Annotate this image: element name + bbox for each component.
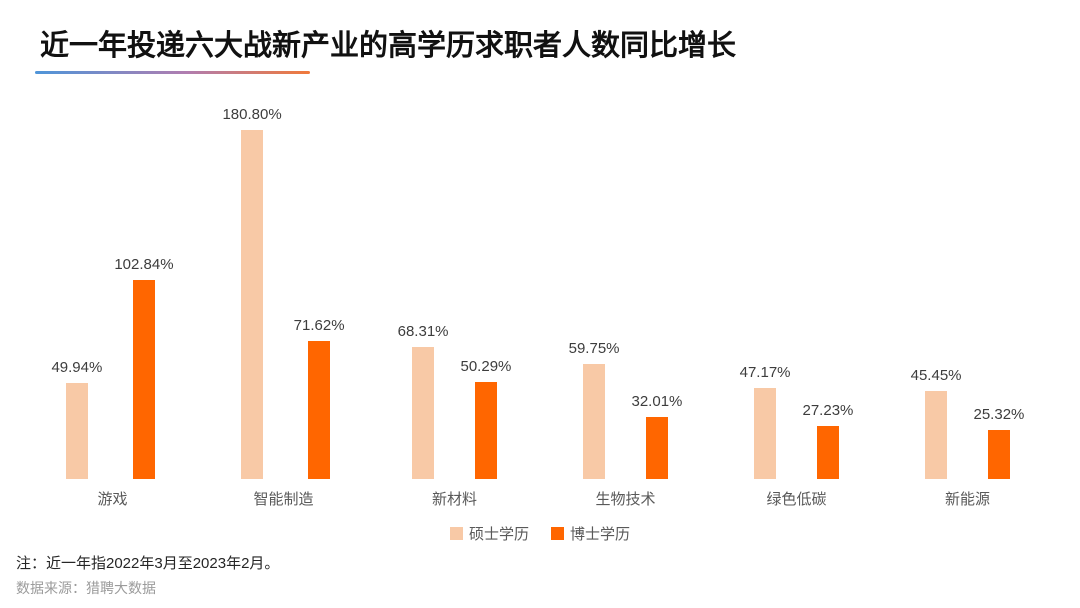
bar-value-label: 32.01% [631,393,683,410]
legend-label: 硕士学历 [468,526,529,543]
bar [987,430,1010,479]
bar-value-label: 68.31% [397,323,449,340]
bar-pair: 47.17% 27.23% [740,100,854,479]
bar-group: 180.80% 71.62% 智能制造 [198,100,369,509]
bar-item: 25.32% [973,406,1025,479]
footnote: 注：近一年指2022年3月至2023年2月。 [16,555,280,572]
bar-item: 32.01% [631,393,683,479]
bar-value-label: 49.94% [51,359,103,376]
legend-swatch-icon [449,527,463,540]
category-label: 新材料 [431,491,477,508]
bar-item: 180.80% [222,106,282,479]
bar [754,388,777,479]
bar-item: 47.17% [740,364,791,479]
bar-item: 49.94% [51,359,102,479]
bar-group: 49.94% 102.84% 游戏 [27,100,198,509]
title-underline [35,71,310,74]
category-label: 游戏 [97,491,128,508]
bar-pair: 49.94% 102.84% [51,100,174,479]
bar-group: 59.75% 32.01% 生物技术 [540,100,711,509]
bar-item: 71.62% [294,317,345,479]
bar-item: 45.45% [911,367,962,479]
bar-item: 27.23% [802,402,854,479]
bar-value-label: 27.23% [802,402,854,419]
bar-item: 50.29% [460,358,512,479]
category-label: 生物技术 [595,491,656,508]
bar [412,347,435,479]
bar-group: 68.31% 50.29% 新材料 [369,100,540,509]
bar-pair: 59.75% 32.01% [569,100,683,479]
bar [816,426,839,479]
bar [583,364,606,479]
bar [925,391,948,479]
legend-item: 硕士学历 [449,523,529,544]
bar [308,341,331,479]
bar-pair: 68.31% 50.29% [398,100,512,479]
data-source: 数据来源：猎聘大数据 [16,580,156,596]
bar [65,383,88,479]
category-label: 新能源 [944,491,990,508]
chart-legend: 硕士学历 博士学历 [0,523,1080,544]
bar-item: 68.31% [398,323,449,479]
bar-group: 45.45% 25.32% 新能源 [882,100,1053,509]
bar [132,280,155,479]
legend-item: 博士学历 [551,523,630,544]
bar-value-label: 59.75% [568,340,620,357]
bar-item: 59.75% [569,340,620,479]
bar-value-label: 45.45% [910,367,962,384]
bar-item: 102.84% [114,256,174,479]
legend-label: 博士学历 [570,526,631,543]
bar [241,130,264,479]
bar-group: 47.17% 27.23% 绿色低碳 [711,100,882,509]
bar-chart: 49.94% 102.84% 游戏 180.80% 71.62% 智能制造 68.31% 50… [27,100,1053,509]
bar-value-label: 71.62% [293,317,345,334]
bar-pair: 180.80% 71.62% [222,100,345,479]
bar-pair: 45.45% 25.32% [911,100,1025,479]
category-label: 智能制造 [253,491,314,508]
bar-value-label: 47.17% [739,364,791,381]
bar [645,417,668,479]
bar-value-label: 180.80% [222,106,282,123]
bar-value-label: 50.29% [460,358,512,375]
category-label: 绿色低碳 [766,491,827,508]
legend-swatch-icon [551,527,564,540]
bar-value-label: 25.32% [973,406,1025,423]
page-title: 近一年投递六大战新产业的高学历求职者人数同比增长 [40,30,737,62]
bar [474,382,497,479]
bar-value-label: 102.84% [114,256,174,273]
